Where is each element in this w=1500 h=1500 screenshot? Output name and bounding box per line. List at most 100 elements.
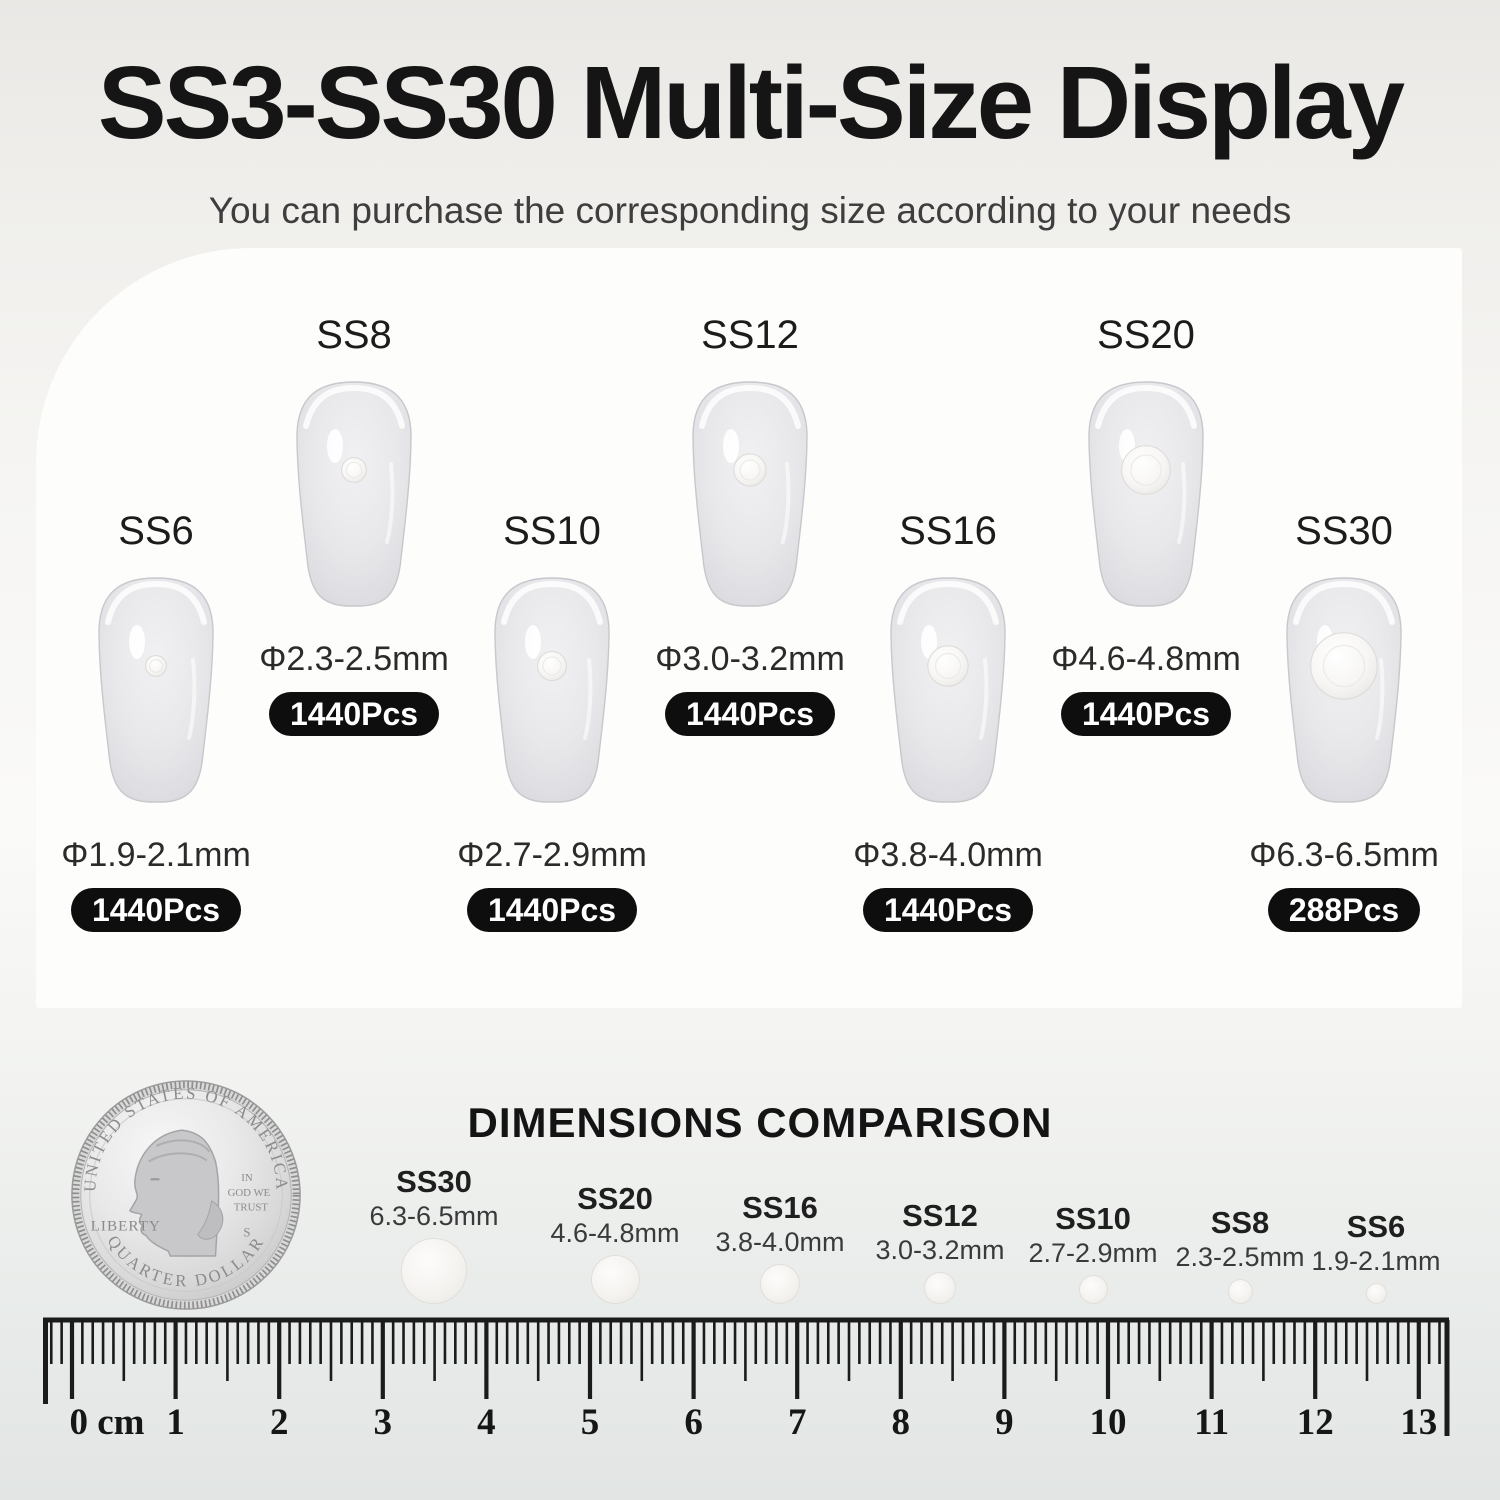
svg-text:12: 12 <box>1297 1402 1334 1443</box>
comparison-heading: DIMENSIONS COMPARISON <box>467 1099 1053 1146</box>
size-item: SS20 Φ4.6-4.8mm 1440Pcs <box>1046 312 1246 736</box>
rhinestone <box>927 645 969 687</box>
diameter-label: Φ2.3-2.5mm <box>259 640 449 678</box>
svg-text:8: 8 <box>892 1402 911 1443</box>
nail-body <box>494 577 610 803</box>
comparison-size-name: SS20 <box>577 1181 653 1216</box>
comparison-item: SS10 2.7-2.9mm <box>1013 1201 1173 1304</box>
nail-tip-image <box>882 566 1014 812</box>
size-item: SS30 Φ6.3-6.5mm 288Pcs <box>1244 508 1444 932</box>
diameter-label: Φ6.3-6.5mm <box>1249 836 1439 874</box>
page-subtitle: You can purchase the corresponding size … <box>208 190 1292 231</box>
size-name-label: SS8 <box>316 313 392 357</box>
size-item: SS10 Φ2.7-2.9mm 1440Pcs <box>452 508 652 932</box>
size-item: SS12 Φ3.0-3.2mm 1440Pcs <box>650 312 850 736</box>
comparison-size-range: 2.3-2.5mm <box>1175 1242 1305 1272</box>
svg-text:1: 1 <box>166 1402 185 1443</box>
comparison-size-name: SS10 <box>1055 1201 1131 1236</box>
rhinestone <box>341 457 367 483</box>
diameter-label: Φ2.7-2.9mm <box>457 836 647 874</box>
svg-text:2: 2 <box>270 1402 289 1443</box>
nail-highlight <box>921 625 937 659</box>
nail-tip-image <box>1278 566 1410 812</box>
nail-highlight <box>723 429 739 463</box>
coin-motto-line1: IN <box>241 1172 253 1184</box>
rhinestone-dot <box>1227 1279 1253 1304</box>
nail-tip-image <box>486 566 618 812</box>
nail-highlight <box>327 429 343 463</box>
svg-text:9: 9 <box>995 1402 1014 1443</box>
comparison-size-range: 3.0-3.2mm <box>875 1235 1005 1265</box>
piece-count-badge: 1440Pcs <box>862 888 1034 932</box>
rhinestone <box>537 651 567 681</box>
rhinestone-dot <box>760 1264 800 1304</box>
display-card <box>36 248 1462 1008</box>
comparison-size-name: SS6 <box>1346 1209 1406 1244</box>
svg-text:10: 10 <box>1090 1402 1127 1443</box>
rhinestone-dot <box>1365 1283 1387 1304</box>
rhinestone-dot <box>1078 1275 1108 1304</box>
rhinestone-dot <box>924 1272 956 1304</box>
nail-tip-image <box>684 370 816 616</box>
comparison-size-range: 2.7-2.9mm <box>1028 1238 1158 1268</box>
svg-text:5: 5 <box>581 1402 600 1443</box>
comparison-size-range: 4.6-4.8mm <box>550 1218 680 1248</box>
comparison-item: SS12 3.0-3.2mm <box>860 1198 1020 1304</box>
nail-highlight <box>129 625 145 659</box>
piece-count-badge: 1440Pcs <box>1060 692 1232 736</box>
comparison-item: SS8 2.3-2.5mm <box>1160 1205 1320 1304</box>
size-name-label: SS10 <box>503 509 601 553</box>
svg-text:0 cm: 0 cm <box>70 1402 145 1443</box>
comparison-item: SS16 3.8-4.0mm <box>700 1190 860 1304</box>
quarter-coin-image: UNITED STATES OF AMERICA QUARTER DOLLAR … <box>68 1077 304 1313</box>
svg-text:7: 7 <box>788 1402 807 1443</box>
size-item: SS6 Φ1.9-2.1mm 1440Pcs <box>56 508 256 932</box>
diameter-label: Φ3.8-4.0mm <box>853 836 1043 874</box>
comparison-size-name: SS30 <box>396 1164 472 1199</box>
diameter-label: Φ1.9-2.1mm <box>61 836 251 874</box>
nail-tip-image <box>288 370 420 616</box>
piece-count-badge: 1440Pcs <box>70 888 242 932</box>
size-name-label: SS6 <box>118 509 194 553</box>
coin-mint-mark: S <box>243 1225 250 1239</box>
diameter-label: Φ3.0-3.2mm <box>655 640 845 678</box>
nail-body <box>890 577 1006 803</box>
svg-text:13: 13 <box>1400 1402 1437 1443</box>
nail-tip-image <box>90 566 222 812</box>
ruler: 0 cm 1 2 3 4 5 6 7 8 9 10 11 12 13 <box>43 1317 1450 1443</box>
rhinestone <box>1121 445 1171 495</box>
coin-liberty-text: LIBERTY <box>91 1217 161 1234</box>
nail-body <box>98 577 214 803</box>
nail-body <box>692 381 808 607</box>
page-title: SS3-SS30 Multi-Size Display <box>97 45 1405 160</box>
size-name-label: SS12 <box>701 313 799 357</box>
comparison-size-range: 3.8-4.0mm <box>715 1227 845 1257</box>
comparison-item: SS30 6.3-6.5mm <box>354 1164 514 1304</box>
svg-text:11: 11 <box>1194 1402 1229 1443</box>
piece-count-badge: 288Pcs <box>1267 888 1421 932</box>
comparison-size-name: SS8 <box>1210 1205 1270 1240</box>
nail-body <box>296 381 412 607</box>
comparison-item: SS20 4.6-4.8mm <box>535 1181 695 1304</box>
comparison-item: SS6 1.9-2.1mm <box>1296 1209 1456 1304</box>
comparison-size-name: SS12 <box>902 1198 978 1233</box>
rhinestone-dot <box>401 1238 467 1304</box>
size-name-label: SS30 <box>1295 509 1393 553</box>
comparison-size-range: 6.3-6.5mm <box>369 1201 499 1231</box>
size-item: SS16 Φ3.8-4.0mm 1440Pcs <box>848 508 1048 932</box>
rhinestone-dot <box>590 1255 640 1304</box>
rhinestone <box>145 655 167 677</box>
nail-highlight <box>525 625 541 659</box>
svg-text:4: 4 <box>477 1402 496 1443</box>
svg-text:3: 3 <box>374 1402 393 1443</box>
coin-motto-line3: TRUST <box>234 1202 269 1214</box>
rhinestone <box>1310 632 1378 700</box>
piece-count-badge: 1440Pcs <box>664 692 836 736</box>
size-name-label: SS16 <box>899 509 997 553</box>
diameter-label: Φ4.6-4.8mm <box>1051 640 1241 678</box>
piece-count-badge: 1440Pcs <box>268 692 440 736</box>
piece-count-badge: 1440Pcs <box>466 888 638 932</box>
svg-text:6: 6 <box>684 1402 703 1443</box>
comparison-size-name: SS16 <box>742 1190 818 1225</box>
